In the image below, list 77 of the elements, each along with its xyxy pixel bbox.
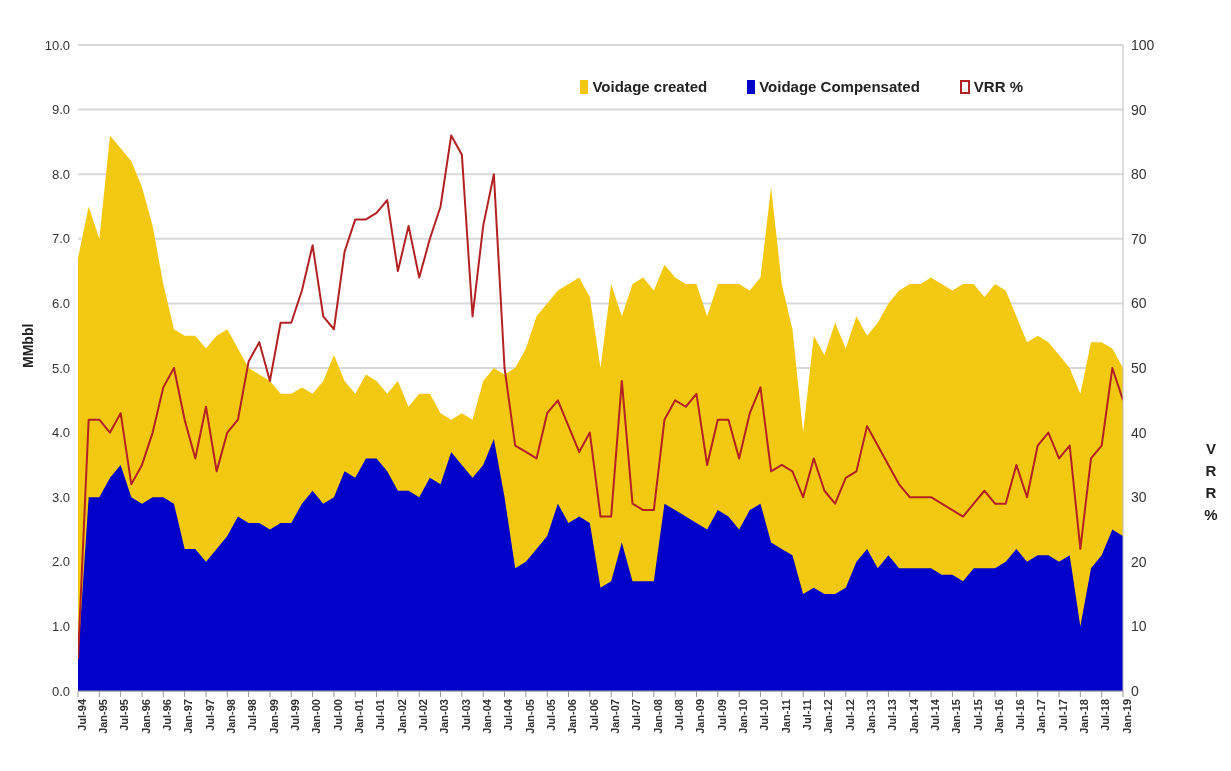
x-tick-label: Jan-98 bbox=[225, 699, 238, 734]
y2-tick-label: 60 bbox=[1131, 295, 1147, 312]
x-tick-label: Jan-05 bbox=[523, 699, 536, 734]
x-tick-label: Jul-13 bbox=[886, 699, 899, 731]
y2-tick-label: 100 bbox=[1131, 36, 1155, 53]
x-tick-label: Jan-96 bbox=[139, 699, 152, 734]
x-tick-label: Jan-09 bbox=[694, 699, 707, 734]
x-tick-label: Jan-04 bbox=[481, 698, 494, 734]
x-tick-label: Jul-17 bbox=[1056, 699, 1069, 731]
x-tick-label: Jan-06 bbox=[566, 699, 579, 734]
y2-tick-label: 50 bbox=[1131, 359, 1147, 376]
x-tick-label: Jan-13 bbox=[864, 699, 877, 734]
y-tick-label: 9.0 bbox=[51, 102, 70, 118]
x-tick-label: Jan-99 bbox=[267, 699, 280, 734]
y2-tick-label: 40 bbox=[1131, 424, 1147, 441]
y-tick-label: 1.0 bbox=[51, 619, 70, 635]
y2-tick-label: 0 bbox=[1131, 682, 1139, 699]
x-tick-label: Jul-16 bbox=[1014, 699, 1027, 731]
y-tick-label: 0.0 bbox=[51, 683, 70, 699]
x-tick-label: Jan-02 bbox=[395, 699, 408, 734]
x-tick-label: Jul-09 bbox=[715, 699, 728, 731]
x-tick-label: Jul-15 bbox=[971, 699, 984, 731]
x-tick-label: Jan-17 bbox=[1035, 699, 1048, 734]
y-tick-label: 2.0 bbox=[51, 554, 70, 570]
x-tick-label: Jan-14 bbox=[907, 698, 920, 734]
x-tick-label: Jan-11 bbox=[779, 699, 792, 734]
x-tick-label: Jul-97 bbox=[203, 699, 216, 731]
x-tick-label: Jul-12 bbox=[843, 699, 856, 731]
x-tick-label: Jan-07 bbox=[608, 699, 621, 734]
x-tick-label: Jan-95 bbox=[97, 699, 110, 734]
legend-label: Voidage Compensated bbox=[759, 78, 920, 95]
x-tick-label: Jan-16 bbox=[992, 699, 1005, 734]
x-tick-label: Jan-12 bbox=[822, 699, 835, 734]
x-tick-label: Jul-96 bbox=[161, 699, 174, 731]
x-tick-label: Jan-97 bbox=[182, 699, 195, 734]
x-tick-label: Jul-03 bbox=[459, 699, 472, 731]
x-tick-label: Jan-15 bbox=[950, 699, 963, 734]
y-tick-label: 8.0 bbox=[51, 166, 70, 182]
x-tick-label: Jan-03 bbox=[438, 699, 451, 734]
x-tick-label: Jul-11 bbox=[800, 699, 813, 731]
y2-tick-label: 20 bbox=[1131, 553, 1147, 570]
y-tick-label: 4.0 bbox=[51, 425, 70, 441]
y-tick-label: 6.0 bbox=[51, 296, 70, 312]
y-tick-label: 10.0 bbox=[44, 37, 70, 53]
x-tick-label: Jul-02 bbox=[417, 699, 430, 731]
legend-label: Voidage created bbox=[592, 78, 708, 95]
x-tick-label: Jul-94 bbox=[75, 698, 88, 731]
x-tick-label: Jul-01 bbox=[374, 699, 387, 731]
x-tick-label: Jan-19 bbox=[1120, 699, 1133, 734]
y2-tick-label: 30 bbox=[1131, 489, 1147, 506]
legend-label: VRR % bbox=[973, 78, 1023, 95]
x-tick-label: Jul-07 bbox=[630, 699, 643, 731]
x-tick-label: Jan-08 bbox=[651, 699, 664, 734]
x-tick-label: Jul-06 bbox=[587, 699, 600, 731]
x-tick-label: Jan-00 bbox=[310, 699, 323, 734]
x-tick-label: Jul-05 bbox=[544, 699, 557, 731]
y2-tick-label: 10 bbox=[1131, 618, 1147, 635]
x-tick-label: Jan-01 bbox=[353, 699, 366, 734]
y-tick-label: 3.0 bbox=[51, 489, 70, 505]
x-tick-label: Jul-08 bbox=[672, 699, 685, 731]
x-tick-label: Jul-04 bbox=[502, 698, 515, 731]
x-tick-label: Jul-98 bbox=[246, 699, 259, 731]
y-tick-label: 7.0 bbox=[51, 231, 70, 247]
x-tick-label: Jul-18 bbox=[1099, 699, 1112, 731]
x-tick-label: Jul-00 bbox=[331, 699, 344, 731]
y2-tick-label: 70 bbox=[1131, 230, 1147, 247]
x-tick-label: Jul-95 bbox=[118, 699, 131, 731]
y-axis-title: MMbbl bbox=[19, 323, 36, 368]
y-tick-label: 5.0 bbox=[51, 360, 70, 376]
y2-tick-label: 80 bbox=[1131, 166, 1147, 183]
x-tick-label: Jul-99 bbox=[289, 699, 302, 731]
x-tick-label: Jul-14 bbox=[928, 698, 941, 731]
x-tick-label: Jul-10 bbox=[758, 699, 771, 731]
y2-axis-title: VRR % bbox=[1204, 440, 1218, 523]
y2-tick-label: 90 bbox=[1131, 101, 1147, 118]
x-tick-label: Jan-18 bbox=[1078, 699, 1091, 734]
x-tick-label: Jan-10 bbox=[736, 699, 749, 734]
